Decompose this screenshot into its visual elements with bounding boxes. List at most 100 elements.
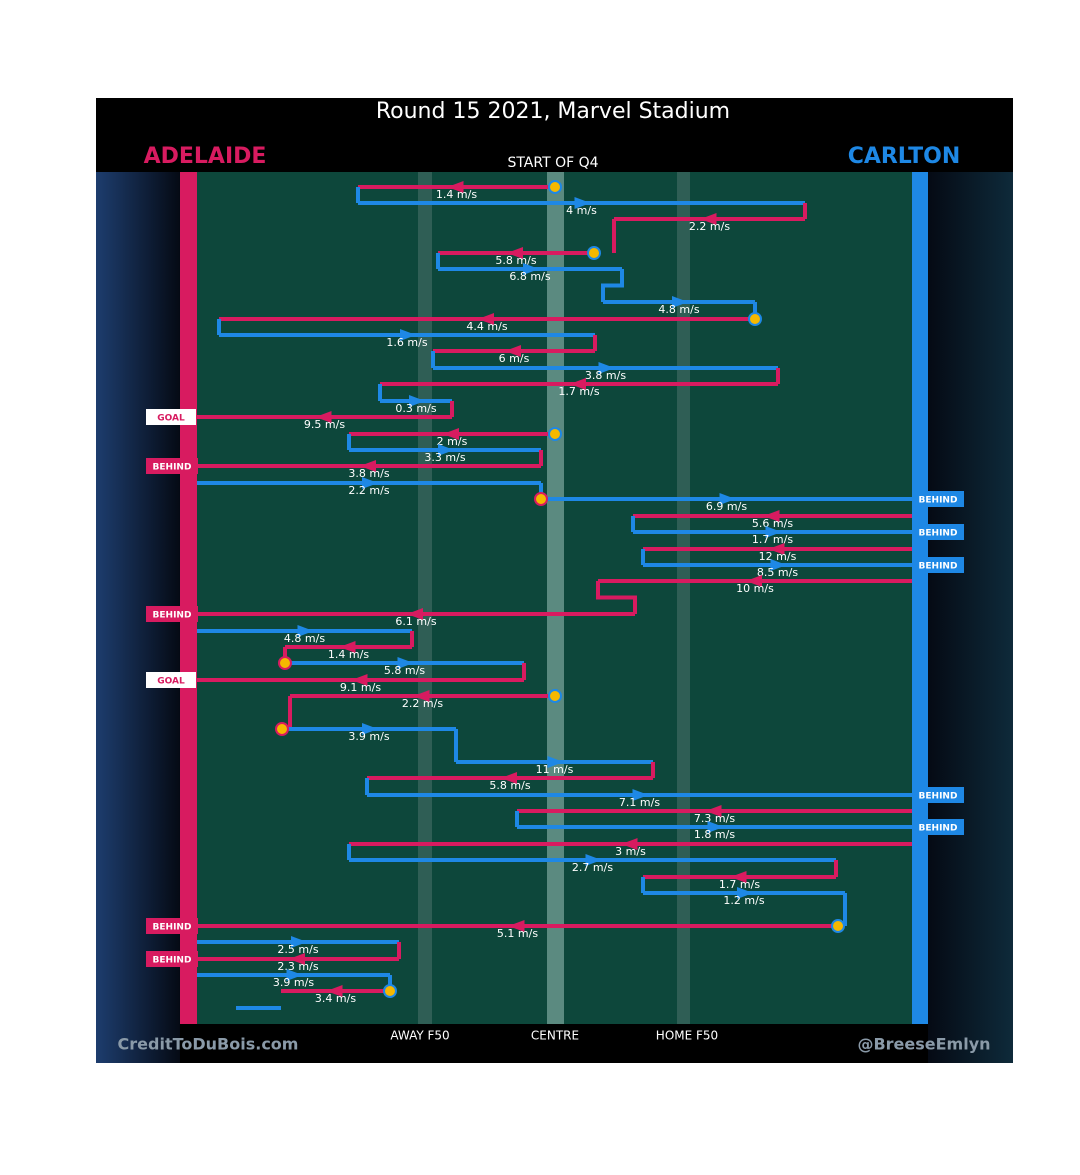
turnover xyxy=(275,722,289,736)
speed-label: 2.7 m/s xyxy=(572,861,613,874)
turnover xyxy=(534,492,548,506)
arrow xyxy=(707,821,724,833)
speed-label: 6.9 m/s xyxy=(706,500,747,513)
speed-label: 3.8 m/s xyxy=(348,467,389,480)
result-box xyxy=(912,787,964,803)
connector xyxy=(596,581,637,614)
period: START OF Q4 xyxy=(507,155,598,171)
speed-label: 1.6 m/s xyxy=(386,336,427,349)
arrow xyxy=(746,575,762,587)
credit: @BreeseEmlyn xyxy=(857,1035,990,1054)
arrow xyxy=(351,674,368,686)
arrow xyxy=(289,953,305,965)
arrow xyxy=(447,181,464,193)
speed-label: 5.8 m/s xyxy=(495,254,536,267)
turnover xyxy=(548,689,562,703)
speed-label: 3.9 m/s xyxy=(273,976,314,989)
speed-label: 9.5 m/s xyxy=(304,418,345,431)
turnover xyxy=(587,246,601,260)
title: Round 15 2021, Marvel Stadium xyxy=(376,99,730,124)
result-label: BEHIND xyxy=(153,956,192,966)
turnover xyxy=(748,312,762,326)
result-label: BEHIND xyxy=(919,824,958,834)
speed-label: 6.1 m/s xyxy=(395,615,436,628)
arrow xyxy=(362,477,378,489)
arrow xyxy=(315,411,332,423)
speed-label: 4.4 m/s xyxy=(466,320,507,333)
credit: CreditToDuBois.com xyxy=(118,1035,299,1054)
arrow xyxy=(585,854,602,866)
team-left: ADELAIDE xyxy=(144,144,267,169)
result-box xyxy=(146,672,196,688)
speed-label: 8.5 m/s xyxy=(757,566,798,579)
result-box xyxy=(146,918,198,934)
possessions: 1.4 m/s 4 m/s 2.2 m/s 5.8 m/s 6.8 m/s 4.8 m/s… xyxy=(146,180,964,1005)
speed-label: 1.2 m/s xyxy=(723,894,764,907)
arrow xyxy=(523,263,539,275)
speed-label: 5.1 m/s xyxy=(497,927,538,940)
zone: CENTRE xyxy=(531,1029,579,1043)
speed-label: 7.1 m/s xyxy=(619,796,660,809)
speed-label: 11 m/s xyxy=(536,763,574,776)
speed-label: 4.8 m/s xyxy=(658,303,699,316)
arrow xyxy=(443,428,459,440)
speed-label: 9.1 m/s xyxy=(340,681,381,694)
zone: AWAY F50 xyxy=(390,1029,449,1043)
speed-label: 1.4 m/s xyxy=(328,648,369,661)
result-label: BEHIND xyxy=(153,923,192,933)
arrow xyxy=(770,559,787,571)
result-label: BEHIND xyxy=(919,529,958,539)
arrow xyxy=(570,378,586,390)
result-box xyxy=(912,557,964,573)
arrow xyxy=(763,510,780,522)
arrow xyxy=(286,969,303,981)
result-box xyxy=(912,491,964,507)
speed-label: 5.6 m/s xyxy=(752,517,793,530)
arrow xyxy=(719,493,736,505)
result-label: GOAL xyxy=(157,677,185,687)
arrow xyxy=(297,625,314,637)
speed-label: 2.2 m/s xyxy=(402,697,443,710)
result-label: BEHIND xyxy=(919,496,958,506)
arrow xyxy=(730,871,747,883)
arrow xyxy=(505,345,521,357)
result-label: BEHIND xyxy=(153,463,192,473)
arrow xyxy=(765,526,782,538)
turnover xyxy=(383,984,397,998)
speed-label: 0.3 m/s xyxy=(395,402,436,415)
connector xyxy=(601,269,624,302)
arrow xyxy=(397,657,414,669)
turnover xyxy=(548,180,562,194)
arrow xyxy=(632,789,649,801)
arrow xyxy=(360,460,376,472)
result-box xyxy=(146,409,196,425)
speed-label: 5.8 m/s xyxy=(489,779,530,792)
carlton-bar xyxy=(912,172,928,1024)
speed-label: 3.4 m/s xyxy=(315,992,356,1005)
team-right: CARLTON xyxy=(848,144,961,169)
arrow xyxy=(413,690,430,702)
speed-label: 2.2 m/s xyxy=(689,220,730,233)
speed-label: 1.7 m/s xyxy=(719,878,760,891)
speed-label: 2 m/s xyxy=(437,435,468,448)
arrow xyxy=(621,838,638,850)
speed-label: 1.4 m/s xyxy=(436,188,477,201)
centre-line xyxy=(547,172,564,1024)
speed-label: 3 m/s xyxy=(615,845,646,858)
zone: HOME F50 xyxy=(656,1029,718,1043)
speed-label: 5.8 m/s xyxy=(384,664,425,677)
arrow xyxy=(478,313,494,325)
speed-label: 6.8 m/s xyxy=(509,270,550,283)
turnover xyxy=(548,427,562,441)
speed-label: 3.9 m/s xyxy=(348,730,389,743)
speed-label: 2.3 m/s xyxy=(277,960,318,973)
arrow xyxy=(326,985,343,997)
result-box xyxy=(146,606,198,622)
speed-label: 2.2 m/s xyxy=(348,484,389,497)
right-side xyxy=(928,172,1013,1063)
away-f50-line xyxy=(418,172,432,1024)
arrow xyxy=(547,756,564,768)
arrow xyxy=(737,887,753,899)
result-box xyxy=(146,951,198,967)
